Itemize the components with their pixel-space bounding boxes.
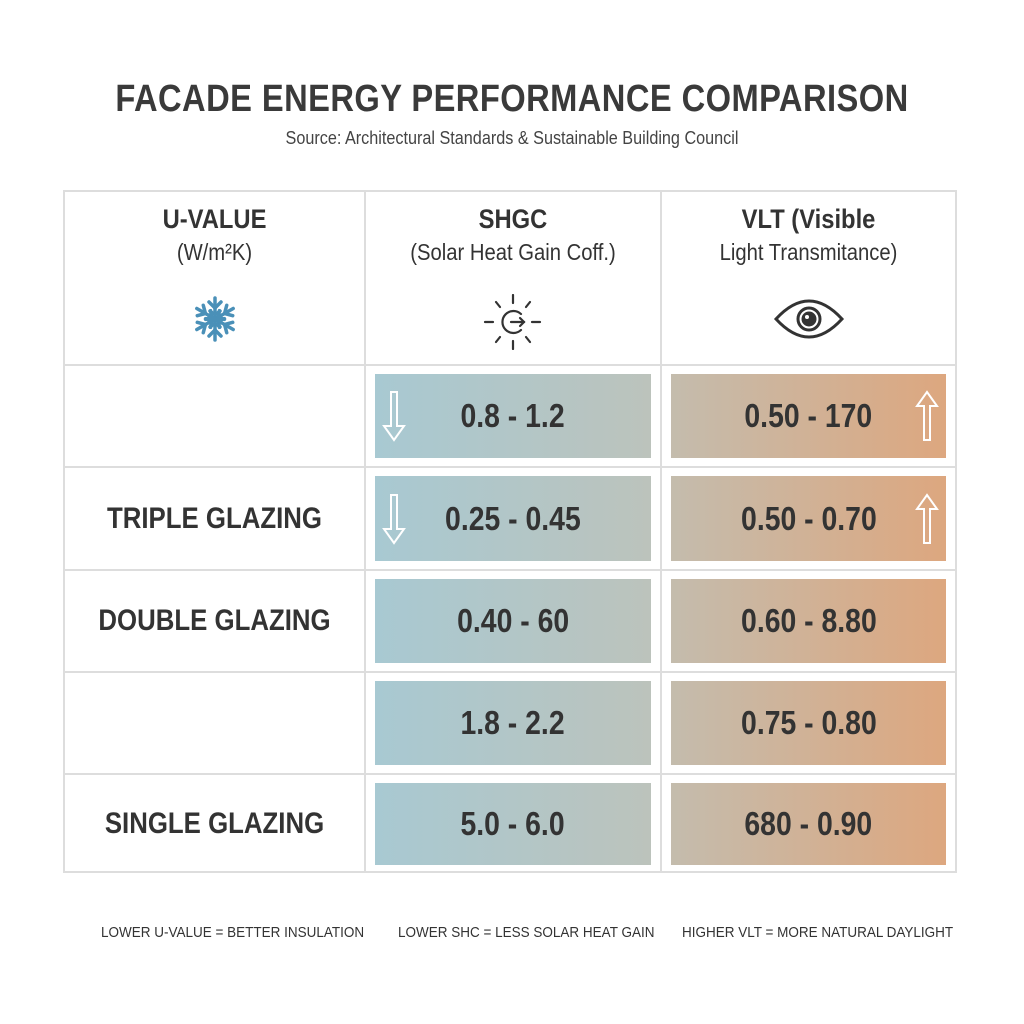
- vlt-value: 0.50 - 0.70: [740, 499, 877, 537]
- vlt-cell: 0.50 - 0.70: [662, 468, 955, 569]
- shgc-value-box: 0.8 - 1.2: [375, 374, 651, 458]
- table-row: TRIPLE GLAZING 0.25 - 0.45 0.50 - 0.70: [65, 468, 955, 571]
- subtitle: Source: Architectural Standards & Sustai…: [285, 128, 739, 148]
- vlt-value: 680 - 0.90: [744, 805, 873, 842]
- vlt-value-box: 0.50 - 170: [671, 374, 946, 458]
- vlt-cell: 0.60 - 8.80: [662, 571, 955, 671]
- shgc-cell: 5.0 - 6.0: [366, 775, 662, 873]
- arrow-up-icon: [915, 390, 939, 441]
- shgc-cell: 0.25 - 0.45: [366, 468, 662, 569]
- glazing-type-label: [86, 366, 343, 466]
- table-row: 0.8 - 1.2 0.50 - 170: [65, 366, 955, 468]
- vlt-value: 0.60 - 8.80: [740, 602, 877, 639]
- page-title: FACADE ENERGY PERFORMANCE COMPARISON: [115, 78, 909, 120]
- vlt-value: 0.50 - 170: [744, 397, 873, 434]
- table-row: 1.8 - 2.2 0.75 - 0.80: [65, 673, 955, 775]
- sun-icon: [483, 294, 542, 350]
- footer-note-shgc: LOWER SHC = LESS SOLAR HEAT GAIN: [398, 924, 655, 941]
- header-title: SHGC: [478, 204, 548, 234]
- shgc-cell: 0.8 - 1.2: [366, 366, 662, 466]
- table-row: DOUBLE GLAZING 0.40 - 60 0.60 - 8.80: [65, 571, 955, 673]
- row-label-cell: [65, 366, 366, 466]
- shgc-value-box: 1.8 - 2.2: [375, 681, 651, 765]
- shgc-value: 0.40 - 60: [456, 602, 570, 639]
- shgc-value: 0.8 - 1.2: [460, 397, 566, 434]
- header-title: U-VALUE: [162, 204, 267, 234]
- table-row: SINGLE GLAZING 5.0 - 6.0 680 - 0.90: [65, 775, 955, 873]
- snowflake-icon: [191, 296, 238, 342]
- row-label-cell: DOUBLE GLAZING: [65, 571, 366, 671]
- row-label-cell: [65, 673, 366, 773]
- vlt-value-box: 0.75 - 0.80: [671, 681, 946, 765]
- eye-icon: [773, 299, 844, 339]
- header-u-value: U-VALUE (W/m²K): [65, 192, 366, 364]
- comparison-table: U-VALUE (W/m²K) SHGC (Solar Heat Gain Co…: [63, 190, 957, 873]
- vlt-value-box: 680 - 0.90: [671, 783, 946, 865]
- header-subtitle: Light Transmitance): [719, 239, 898, 265]
- arrow-down-icon: [382, 493, 406, 545]
- header-title: VLT (Visible: [741, 204, 876, 234]
- vlt-cell: 0.50 - 170: [662, 366, 955, 466]
- shgc-value-box: 0.40 - 60: [375, 579, 651, 663]
- row-label-cell: SINGLE GLAZING: [65, 775, 366, 873]
- header-shgc: SHGC (Solar Heat Gain Coff.): [366, 192, 662, 364]
- glazing-type-label: DOUBLE GLAZING: [98, 604, 331, 637]
- shgc-value-box: 0.25 - 0.45: [375, 476, 651, 561]
- header-subtitle: (W/m²K): [176, 239, 253, 265]
- vlt-value-box: 0.60 - 8.80: [671, 579, 946, 663]
- glazing-type-label: SINGLE GLAZING: [104, 807, 325, 840]
- header-vlt: VLT (Visible Light Transmitance): [662, 192, 955, 364]
- vlt-value-box: 0.50 - 0.70: [671, 476, 946, 561]
- vlt-cell: 680 - 0.90: [662, 775, 955, 873]
- header-row: U-VALUE (W/m²K) SHGC (Solar Heat Gain Co…: [65, 192, 955, 366]
- footer-note-u-value: LOWER U-VALUE = BETTER INSULATION: [101, 924, 365, 941]
- row-label-cell: TRIPLE GLAZING: [65, 468, 366, 569]
- arrow-up-icon: [915, 492, 939, 544]
- footer-note-vlt: HIGHER VLT = MORE NATURAL DAYLIGHT: [682, 924, 954, 941]
- shgc-cell: 1.8 - 2.2: [366, 673, 662, 773]
- glazing-type-label: TRIPLE GLAZING: [106, 501, 322, 535]
- shgc-value: 0.25 - 0.45: [445, 499, 581, 537]
- shgc-value: 1.8 - 2.2: [460, 704, 566, 741]
- glazing-type-label: [86, 673, 343, 773]
- arrow-down-icon: [382, 391, 406, 442]
- header-subtitle: (Solar Heat Gain Coff.): [410, 239, 616, 265]
- shgc-value: 5.0 - 6.0: [460, 805, 566, 842]
- vlt-cell: 0.75 - 0.80: [662, 673, 955, 773]
- vlt-value: 0.75 - 0.80: [740, 704, 877, 741]
- shgc-value-box: 5.0 - 6.0: [375, 783, 651, 865]
- shgc-cell: 0.40 - 60: [366, 571, 662, 671]
